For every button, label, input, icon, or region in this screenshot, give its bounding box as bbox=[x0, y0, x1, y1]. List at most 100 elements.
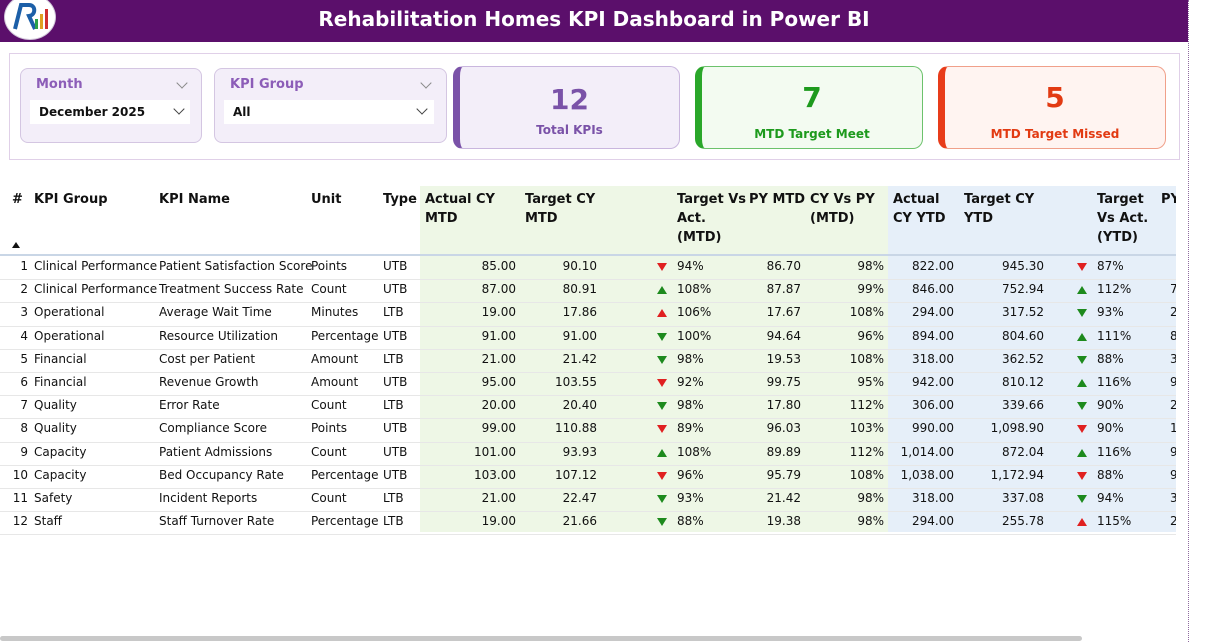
actual-cy-mtd-cell: 103.00 bbox=[474, 467, 516, 482]
cy-vs-py-mtd-cell: 108% bbox=[849, 351, 884, 366]
triangle-up-icon bbox=[657, 448, 667, 457]
py-mtd-cell: 96.03 bbox=[766, 421, 801, 436]
target-cy-ytd-cell: 337.08 bbox=[1002, 491, 1044, 505]
target-cy-mtd-cell: 20.40 bbox=[562, 398, 597, 413]
triangle-up-icon bbox=[1077, 379, 1087, 387]
type-cell: UTB bbox=[383, 467, 408, 482]
triangle-up-icon bbox=[1077, 286, 1087, 295]
row-number: 6 bbox=[20, 375, 28, 389]
unit-cell: Count bbox=[311, 282, 347, 297]
triangle-down-icon bbox=[657, 402, 667, 411]
py-mtd-cell: 99.75 bbox=[766, 375, 801, 389]
target-vs-act-mtd-cell: 108% bbox=[677, 282, 712, 297]
header-type[interactable]: Type bbox=[383, 192, 417, 207]
row-number: 4 bbox=[20, 328, 28, 343]
kpi-group-cell: Staff bbox=[34, 514, 62, 529]
chevron-down-icon[interactable] bbox=[176, 77, 188, 89]
mtd-target-meet-label: MTD Target Meet bbox=[754, 127, 870, 141]
header-unit[interactable]: Unit bbox=[311, 192, 342, 207]
header-actual-cy-mtd[interactable]: Actual CY MTD bbox=[425, 192, 495, 226]
target-cy-mtd-cell: 110.88 bbox=[555, 421, 597, 436]
target-vs-act-mtd-cell: 100% bbox=[677, 328, 712, 343]
actual-cy-ytd-cell: 894.00 bbox=[912, 328, 954, 343]
row-divider bbox=[0, 348, 1176, 350]
target-vs-act-mtd-cell: 94% bbox=[677, 259, 704, 273]
month-slicer: Month December 2025 bbox=[20, 68, 202, 143]
header-kpi-name[interactable]: KPI Name bbox=[159, 192, 230, 207]
target-vs-act-ytd-cell: 116% bbox=[1097, 444, 1132, 459]
actual-cy-ytd-cell: 294.00 bbox=[912, 305, 954, 320]
target-cy-ytd-cell: 255.78 bbox=[1002, 514, 1044, 529]
type-cell: LTB bbox=[383, 305, 404, 320]
chevron-down-icon[interactable] bbox=[416, 103, 428, 115]
target-vs-act-ytd-cell: 94% bbox=[1097, 491, 1124, 505]
row-number: 3 bbox=[20, 305, 28, 320]
target-vs-act-ytd-cell: 88% bbox=[1097, 351, 1124, 366]
logo-icon bbox=[4, 0, 56, 40]
actual-cy-ytd-cell: 822.00 bbox=[912, 259, 954, 273]
kpi-name-cell: Compliance Score bbox=[159, 421, 268, 436]
header-cy-vs-py-mtd[interactable]: CY Vs PY (MTD) bbox=[810, 192, 875, 226]
header-target-cy-ytd[interactable]: Target CY YTD bbox=[964, 192, 1035, 226]
kpi-group-dropdown[interactable]: All bbox=[224, 100, 434, 124]
py-ytd-cell: 7 bbox=[1170, 282, 1176, 297]
type-cell: UTB bbox=[383, 282, 408, 297]
header-py-mtd[interactable]: PY MTD bbox=[749, 192, 806, 207]
py-ytd-cell: 3 bbox=[1170, 351, 1176, 366]
kpi-group-slicer: KPI Group All bbox=[214, 68, 447, 143]
header-target-vs-act-ytd[interactable]: Target Vs Act. (YTD) bbox=[1097, 192, 1149, 245]
target-cy-mtd-cell: 107.12 bbox=[555, 467, 597, 482]
header-target-vs-act-mtd[interactable]: Target Vs Act. (MTD) bbox=[677, 192, 747, 245]
kpi-group-cell: Quality bbox=[34, 398, 77, 413]
py-mtd-cell: 19.53 bbox=[766, 351, 801, 366]
py-mtd-cell: 21.42 bbox=[766, 491, 801, 505]
sort-ascending-icon[interactable] bbox=[12, 242, 20, 248]
cy-vs-py-mtd-cell: 112% bbox=[849, 444, 884, 459]
cy-vs-py-mtd-cell: 98% bbox=[857, 491, 884, 505]
month-dropdown[interactable]: December 2025 bbox=[30, 100, 190, 124]
kpi-group-cell: Capacity bbox=[34, 444, 87, 459]
horizontal-scrollbar[interactable] bbox=[0, 636, 1082, 641]
cy-vs-py-mtd-cell: 112% bbox=[849, 398, 884, 413]
row-divider bbox=[0, 511, 1176, 513]
kpi-name-cell: Cost per Patient bbox=[159, 351, 256, 366]
py-ytd-cell: 9 bbox=[1170, 444, 1176, 459]
header-target-cy-mtd[interactable]: Target CY MTD bbox=[525, 192, 596, 226]
kpi-name-cell: Bed Occupancy Rate bbox=[159, 467, 284, 482]
target-vs-act-mtd-cell: 88% bbox=[677, 514, 704, 529]
page-border bbox=[1188, 0, 1189, 642]
header-kpi-group[interactable]: KPI Group bbox=[34, 192, 108, 207]
actual-cy-ytd-cell: 318.00 bbox=[912, 491, 954, 505]
mtd-target-meet-value: 7 bbox=[802, 81, 822, 114]
actual-cy-mtd-cell: 21.00 bbox=[481, 491, 516, 505]
header-py-ytd[interactable]: PY bbox=[1161, 192, 1176, 207]
py-mtd-cell: 17.67 bbox=[766, 305, 801, 320]
target-cy-ytd-cell: 1,098.90 bbox=[990, 421, 1044, 436]
kpi-group-cell: Operational bbox=[34, 328, 105, 343]
target-vs-act-ytd-cell: 112% bbox=[1097, 282, 1132, 297]
target-cy-ytd-cell: 317.52 bbox=[1002, 305, 1044, 320]
chevron-down-icon[interactable] bbox=[420, 77, 432, 89]
header-actual-cy-ytd[interactable]: Actual CY YTD bbox=[893, 192, 946, 226]
mtd-target-missed-label: MTD Target Missed bbox=[990, 127, 1120, 141]
row-divider bbox=[0, 279, 1176, 281]
target-cy-mtd-cell: 21.66 bbox=[562, 514, 597, 529]
actual-cy-ytd-cell: 942.00 bbox=[912, 375, 954, 389]
target-vs-act-ytd-cell: 88% bbox=[1097, 467, 1124, 482]
py-mtd-cell: 17.80 bbox=[766, 398, 801, 413]
chevron-down-icon[interactable] bbox=[173, 103, 185, 115]
kpi-table: # KPI Group KPI Name Unit Type Actual CY… bbox=[0, 180, 1176, 630]
target-cy-ytd-cell: 1,172.94 bbox=[990, 467, 1044, 482]
row-divider bbox=[0, 395, 1176, 397]
row-number: 2 bbox=[20, 282, 28, 297]
row-divider bbox=[0, 325, 1176, 327]
target-vs-act-mtd-cell: 92% bbox=[677, 375, 704, 389]
header-num[interactable]: # bbox=[12, 192, 23, 207]
actual-cy-ytd-cell: 846.00 bbox=[912, 282, 954, 297]
actual-cy-ytd-cell: 1,038.00 bbox=[900, 467, 954, 482]
kpi-group-cell: Financial bbox=[34, 375, 87, 389]
kpi-group-cell: Financial bbox=[34, 351, 87, 366]
actual-cy-mtd-cell: 20.00 bbox=[481, 398, 516, 413]
cy-vs-py-mtd-cell: 98% bbox=[857, 514, 884, 529]
row-divider bbox=[0, 418, 1176, 420]
